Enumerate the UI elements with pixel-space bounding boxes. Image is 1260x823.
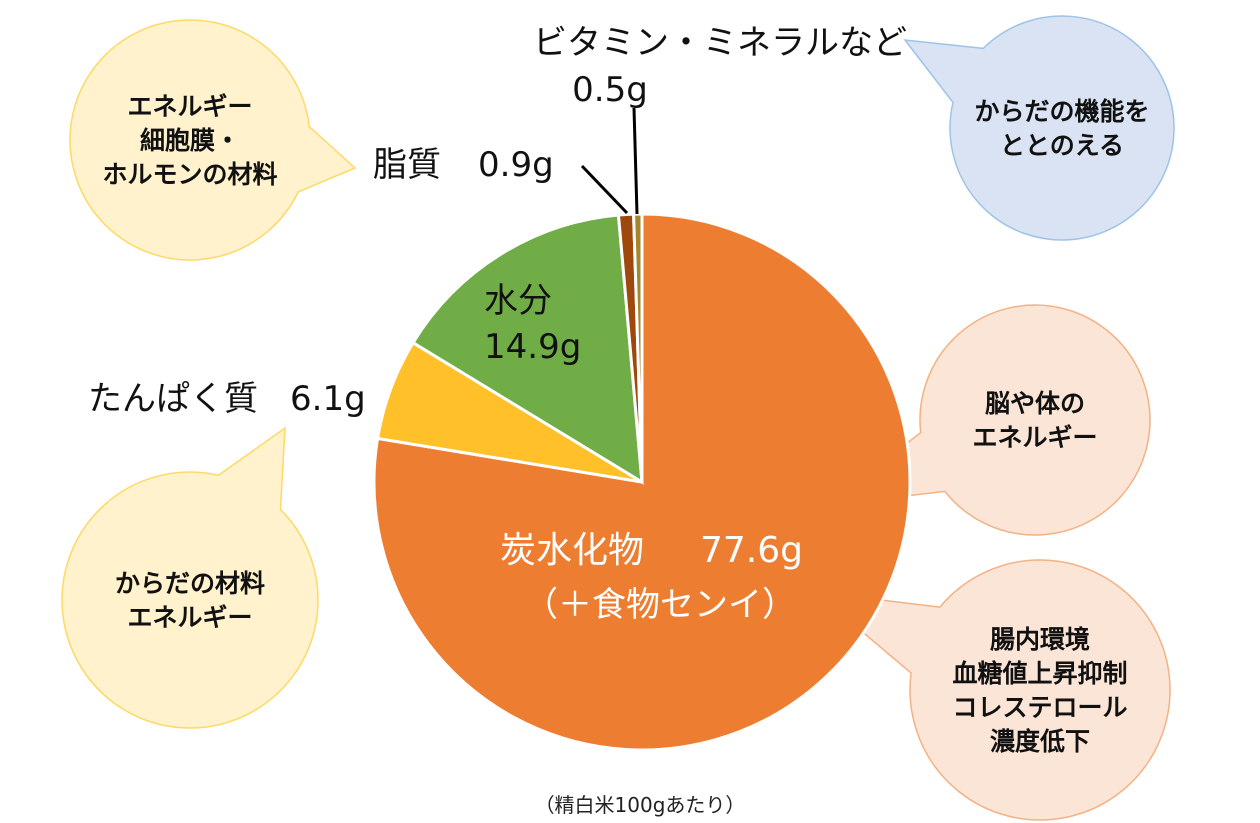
bubble-text: ホルモンの材料	[102, 160, 277, 189]
bubble-shape	[61, 426, 319, 729]
bubble-text: 脳や体の	[985, 389, 1085, 418]
bubble-text: ととのえる	[1000, 131, 1124, 160]
lipid-leader-line	[580, 164, 629, 215]
lipid-label: 脂質	[373, 145, 441, 185]
bubble-text: エネルギー	[972, 423, 1097, 452]
bubble-shape	[903, 15, 1175, 241]
water-label: 水分	[484, 281, 552, 321]
bubble-shape	[812, 559, 1171, 821]
protein-label: たんぱく質	[88, 379, 258, 419]
water-value: 14.9g	[484, 327, 581, 367]
pie-slice-vitamin	[632, 212, 644, 483]
bubble-text: エネルギー	[127, 603, 252, 632]
carb-value: 77.6g	[700, 530, 803, 571]
bubble-text: エネルギー	[127, 92, 252, 121]
pie	[372, 212, 912, 752]
bubble-text: 腸内環境	[990, 625, 1090, 654]
protein-value: 6.1g	[290, 379, 366, 419]
pie-slice-water	[410, 213, 644, 485]
bubble-text: からだの機能を	[974, 97, 1149, 126]
bubble-text: 細胞膜・	[140, 126, 240, 155]
footnote: （精白米100gあたり）	[535, 793, 746, 817]
vitamin-leader-line	[632, 107, 639, 215]
lipid-value: 0.9g	[478, 145, 554, 185]
vitamin-value: 0.5g	[572, 70, 648, 110]
bubble-text: からだの材料	[115, 569, 265, 598]
carb-sub-label: （＋食物センイ）	[524, 585, 796, 625]
carb-label: 炭水化物	[500, 530, 644, 571]
bubble-shape	[69, 19, 357, 261]
vitamin-label: ビタミン・ミネラルなど	[533, 23, 907, 63]
bubble-text: 血糖値上昇抑制	[952, 659, 1127, 688]
bubble-text: 濃度低下	[990, 727, 1090, 756]
bubble-text: コレステロール	[952, 693, 1127, 722]
